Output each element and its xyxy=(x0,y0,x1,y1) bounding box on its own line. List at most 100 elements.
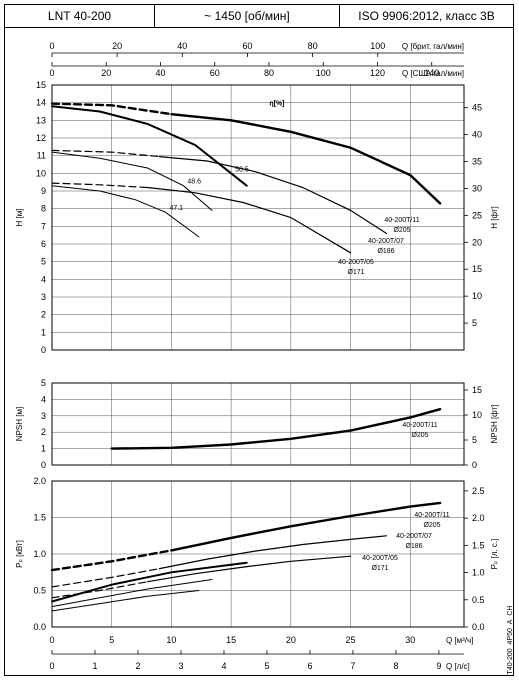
series-dashed-40-200T/11 xyxy=(50,549,173,572)
series-curve-40-200T/11 xyxy=(110,408,442,450)
y2-tick-label: 2.5 xyxy=(472,486,485,496)
y-tick-label: 14 xyxy=(36,98,46,108)
m3h-tick-label: 20 xyxy=(286,635,296,645)
chart-frame xyxy=(4,28,514,676)
brit-gal-tick-label: 40 xyxy=(177,41,187,51)
head-series-label-40-200T/07: 40-200T/07 xyxy=(368,238,404,245)
m3h-tick-label: 30 xyxy=(405,635,415,645)
y2-tick-label: 45 xyxy=(472,103,482,113)
y-tick-label: 0 xyxy=(41,345,46,355)
ls-tick-label: 0 xyxy=(49,661,54,671)
plot-border xyxy=(51,382,465,466)
ls-tick-label: 7 xyxy=(350,661,355,671)
standard-label: ISO 9906:2012, класс 3B xyxy=(358,9,495,23)
y-tick-label: 3 xyxy=(41,292,46,302)
series-dashed-40-200T/07 xyxy=(51,149,161,158)
brit-gal-tick-label: 20 xyxy=(112,41,122,51)
npsh-series-diameter: Ø205 xyxy=(411,432,428,439)
panel-power xyxy=(50,480,468,628)
npsh-sub-curve xyxy=(170,442,244,449)
y-tick-label: 0.0 xyxy=(33,622,46,632)
brit-gal-tick-label: 60 xyxy=(242,41,252,51)
m3h-tick-label: 0 xyxy=(49,635,54,645)
series-dashed-40-200T/07 xyxy=(51,568,161,588)
head-series-label-40-200T/05: 40-200T/05 xyxy=(338,259,374,266)
efficiency-label-48.6: 48.6 xyxy=(187,179,201,186)
series-dashed-40-200T/05 xyxy=(51,581,149,599)
y-tick-label: 2 xyxy=(41,310,46,320)
y2-tick-label: 40 xyxy=(472,130,482,140)
series-curve-40-200T/07 xyxy=(158,535,387,570)
y2-tick-label: 10 xyxy=(472,410,482,420)
ls-tick-label: 1 xyxy=(92,661,97,671)
series-curve-40-200T/05 xyxy=(146,555,352,583)
us-gal-tick-label: 140 xyxy=(424,68,439,78)
panel-npsh xyxy=(51,382,468,466)
y-tick-label: 8 xyxy=(41,204,46,214)
y-tick-label: 1 xyxy=(41,327,46,337)
y-axis-label: Pₚ [кВт] xyxy=(15,540,24,568)
y2-tick-label: 30 xyxy=(472,183,482,193)
y2-axis-label: NPSH [фт] xyxy=(490,405,499,444)
y-tick-label: 4 xyxy=(41,274,46,284)
m3h-axis-label: Q [м³/ч] xyxy=(446,636,473,645)
brit-gal-tick-label: 80 xyxy=(308,41,318,51)
ls-tick-label: 5 xyxy=(264,661,269,671)
y2-tick-label: 5 xyxy=(472,435,477,445)
m3h-tick-label: 25 xyxy=(346,635,356,645)
y2-tick-label: 25 xyxy=(472,210,482,220)
head-series-diameter-40-200T/07: Ø186 xyxy=(377,248,394,255)
series-curve-40-200T/07 xyxy=(158,156,387,234)
y2-tick-label: 15 xyxy=(472,385,482,395)
y-axis-label: NPSH [м] xyxy=(15,407,24,441)
y2-tick-label: 0 xyxy=(472,460,477,470)
y2-tick-label: 0.0 xyxy=(472,622,485,632)
y-tick-label: 5 xyxy=(41,257,46,267)
ls-tick-label: 8 xyxy=(393,661,398,671)
y-tick-label: 0.5 xyxy=(33,586,46,596)
npsh-series-label: 40-200T/11 xyxy=(402,422,437,429)
y2-tick-label: 15 xyxy=(472,264,482,274)
y-tick-label: 2 xyxy=(41,427,46,437)
side-code: T40-200_4P50_A_CH xyxy=(507,606,514,675)
series-dashed-40-200T/05 xyxy=(51,182,149,189)
y-tick-label: 10 xyxy=(36,168,46,178)
ls-tick-label: 4 xyxy=(221,661,226,671)
brit-gal-tick-label: 100 xyxy=(370,41,385,51)
ls-axis-label: Q [л/с] xyxy=(446,662,470,671)
y-tick-label: 3 xyxy=(41,411,46,421)
efficiency-label-50.5: 50.5 xyxy=(235,166,249,173)
y-tick-label: 5 xyxy=(41,378,46,388)
y-tick-label: 1.0 xyxy=(33,549,46,559)
series-curve-40-200T/11 xyxy=(170,113,442,205)
y-tick-label: 12 xyxy=(36,133,46,143)
series-curve-40-200T/05 xyxy=(146,186,352,254)
power-series-diameter-40-200T/11: Ø205 xyxy=(423,522,440,529)
y2-tick-label: 10 xyxy=(472,291,482,301)
us-gal-tick-label: 120 xyxy=(370,68,385,78)
power-series-label-40-200T/07: 40-200T/07 xyxy=(396,533,432,540)
y-tick-label: 13 xyxy=(36,115,46,125)
plot-border xyxy=(51,84,465,351)
head-series-diameter-40-200T/11: Ø205 xyxy=(393,227,410,234)
series-dashed-40-200T/11 xyxy=(50,102,173,116)
ls-tick-label: 9 xyxy=(436,661,441,671)
y2-tick-label: 0.5 xyxy=(472,595,485,605)
y-tick-label: 11 xyxy=(37,151,46,161)
us-gal-tick-label: 60 xyxy=(210,68,220,78)
series-curve-40-200T/11 xyxy=(170,501,442,552)
power-sub-curve xyxy=(51,561,248,603)
us-gal-axis-label: Q [США гал/мин] xyxy=(402,69,464,78)
head-series-diameter-40-200T/05: Ø171 xyxy=(347,269,364,276)
m3h-tick-label: 5 xyxy=(109,635,114,645)
us-gal-tick-label: 20 xyxy=(101,68,111,78)
y2-tick-label: 2.0 xyxy=(472,513,485,523)
efficiency-curve-48.6 xyxy=(51,151,213,211)
brit-gal-axis-label: Q [брит. гал/мин] xyxy=(402,42,464,51)
panel-head xyxy=(50,84,468,351)
efficiency-curve-47.1 xyxy=(51,185,200,238)
power-series-diameter-40-200T/05: Ø171 xyxy=(371,565,388,572)
y2-tick-label: 35 xyxy=(472,157,482,167)
m3h-tick-label: 10 xyxy=(166,635,176,645)
